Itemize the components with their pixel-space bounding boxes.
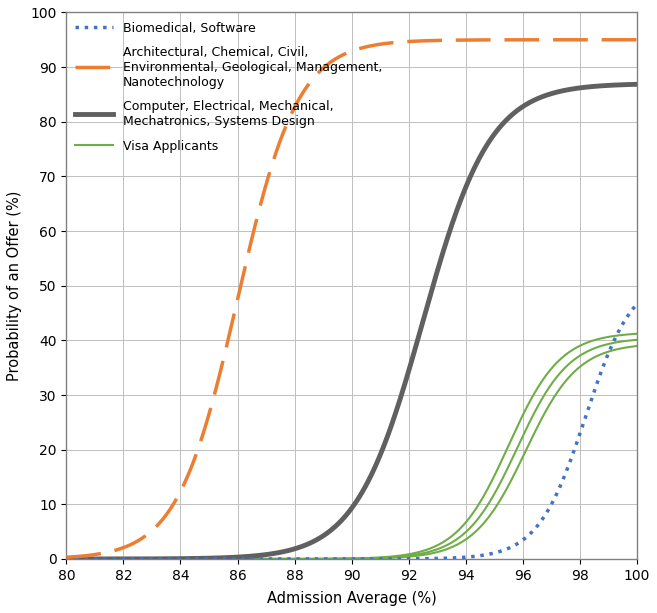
Y-axis label: Probability of an Offer (%): Probability of an Offer (%) — [7, 191, 22, 381]
Legend: Biomedical, Software, Architectural, Chemical, Civil,
Environmental, Geological,: Biomedical, Software, Architectural, Che… — [70, 16, 387, 158]
X-axis label: Admission Average (%): Admission Average (%) — [267, 591, 436, 606]
